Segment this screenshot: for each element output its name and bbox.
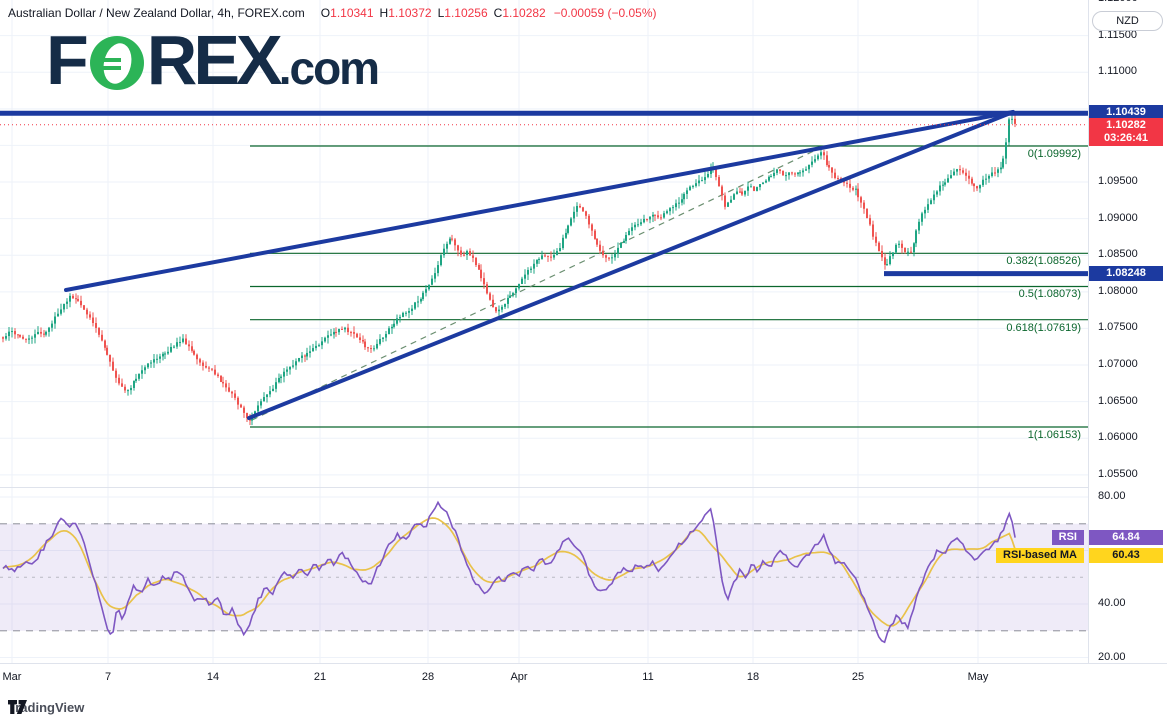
trend-lines [0,109,1088,421]
time-axis-label: May [967,671,989,683]
rsi-band-background [0,496,1088,658]
forex-logo-o-icon [89,36,144,90]
bar-countdown: 03:26:41 [1103,131,1149,144]
fib-level-label: 1(1.06153) [1027,429,1081,441]
close-value: 1.10282 [502,6,546,20]
tradingview-attribution[interactable]: TradingView [8,700,84,715]
currency-toggle-button[interactable]: NZD [1092,11,1163,31]
high-value: 1.10372 [388,6,432,20]
last-price-value: 1.10282 [1106,118,1146,131]
price-axis-label: 1.09000 [1098,211,1138,224]
rsi-lines [2,500,1016,644]
price-axis-label: 1.08000 [1098,284,1138,297]
symbol-title[interactable]: Australian Dollar / New Zealand Dollar, … [8,6,305,20]
close-label: C [493,6,503,20]
rsi-label-chip: RSI [1051,529,1084,545]
open-value: 1.10341 [330,6,374,20]
candlesticks [2,113,1016,426]
time-axis-label: 14 [206,671,220,683]
fib-level-label: 0(1.09992) [1027,148,1081,160]
time-axis-label: Mar [2,671,22,683]
watermark-letters-rex: REX [146,21,283,99]
fib-level-label: 0.618(1.07619) [1006,321,1081,334]
price-axis-label: 1.07500 [1098,321,1138,334]
symbol-header: Australian Dollar / New Zealand Dollar, … [8,6,656,20]
time-axis-label: 11 [642,671,654,683]
price-axis-label: 1.11500 [1098,28,1137,41]
low-value: 1.10256 [444,6,488,20]
price-axis-label: 1.05500 [1098,467,1138,480]
fib-retracement-lines [250,145,1088,428]
rsi-value-badge: 64.84 [1089,529,1163,545]
price-axis-label: 1.12000 [1098,0,1138,4]
last-price-badge: 1.10282 03:26:41 [1089,117,1163,146]
time-axis-label: 21 [313,671,327,683]
price-axis-label: 1.11000 [1098,65,1137,78]
watermark-letter-f: F [46,21,89,99]
support-price-badge: 1.08248 [1089,265,1163,281]
fib-level-label: 0.382(1.08526) [1006,255,1081,268]
price-axis-label: 1.09500 [1098,175,1138,187]
pane-separator[interactable] [0,487,1167,488]
time-axis-label: Apr [510,671,528,683]
resistance-price-badge: 1.10439 [1089,105,1163,121]
time-axis-label: 28 [421,671,435,683]
rsi-ma-value-badge: 60.43 [1089,547,1163,563]
fib-level-label: 0.5(1.08073) [1018,288,1081,301]
tradingview-brand-text: TradingView [8,700,85,715]
low-label: L [437,6,445,20]
rsi-axis-label: 20.00 [1098,650,1126,663]
chart-plot-canvas[interactable] [0,0,1088,663]
price-axis-label: 1.06000 [1098,431,1138,444]
price-axis-label: 1.06500 [1098,394,1138,407]
time-axis[interactable]: Mar 7 14 21 28 Apr 11 18 25 May [0,663,1167,693]
tradingview-logo-icon [8,700,27,714]
rsi-axis-label: 40.00 [1098,597,1126,609]
high-label: H [379,6,389,20]
time-axis-label: 7 [104,671,112,683]
time-axis-label: 25 [851,671,865,683]
forex-com-watermark: F REX .com [46,21,380,99]
rsi-axis-label: 80.00 [1098,490,1126,502]
price-axis-label: 1.07000 [1098,358,1138,370]
time-axis-label: 18 [746,671,760,683]
open-label: O [320,6,331,20]
footer-bar: TradingView [0,692,1167,727]
rsi-ma-label-chip: RSI-based MA [996,547,1084,563]
change-value: −0.00059 (−0.05%) [553,6,657,20]
watermark-dot-com: .com [278,42,380,94]
price-axis-label: 1.08500 [1098,248,1138,261]
